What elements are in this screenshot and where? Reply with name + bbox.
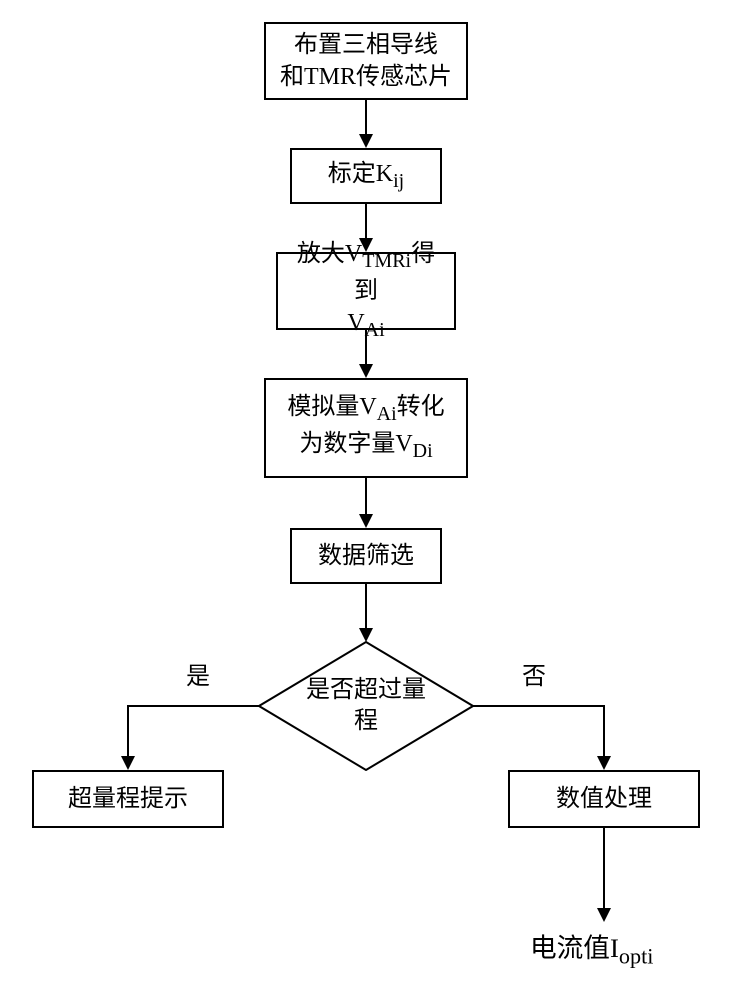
edge-n4-n5-head — [359, 514, 373, 528]
edge-yes-h — [128, 705, 259, 707]
edge-yes-v — [127, 705, 129, 756]
node-label: 放大VTMRi得到VAi — [288, 238, 444, 344]
node-label: 布置三相导线 和TMR传感芯片 — [280, 29, 452, 94]
edge-n7-out-line — [603, 828, 605, 908]
node-label: 模拟量VAi转化为数字量VDi — [287, 391, 444, 465]
edge-n5-d1-head — [359, 628, 373, 642]
decision-over-range: 是否超过量程 — [258, 641, 474, 771]
edge-yes-label: 是 — [186, 656, 210, 691]
node-label: 数值处理 — [556, 783, 652, 815]
edge-no-v — [603, 705, 605, 756]
edge-no-h — [473, 705, 604, 707]
node-over-range-hint: 超量程提示 — [32, 770, 224, 828]
edge-n5-d1-line — [365, 584, 367, 628]
edge-n1-n2-head — [359, 134, 373, 148]
edge-no-label: 否 — [522, 656, 546, 691]
edge-yes-head — [121, 756, 135, 770]
edge-n7-out-head — [597, 908, 611, 922]
node-label: 超量程提示 — [68, 783, 188, 815]
node-data-filter: 数据筛选 — [290, 528, 442, 584]
flowchart-canvas: 布置三相导线 和TMR传感芯片 标定Kij 放大VTMRi得到VAi 模拟量VA… — [0, 0, 731, 1000]
edge-n3-n4-head — [359, 364, 373, 378]
node-label: 数据筛选 — [318, 540, 414, 572]
edge-n2-n3-line — [365, 204, 367, 238]
node-numeric-process: 数值处理 — [508, 770, 700, 828]
node-arrange-wires: 布置三相导线 和TMR传感芯片 — [264, 22, 468, 100]
node-adc-convert: 模拟量VAi转化为数字量VDi — [264, 378, 468, 478]
decision-label: 是否超过量程 — [306, 675, 426, 737]
node-label: 标定Kij — [328, 158, 404, 195]
edge-n1-n2-line — [365, 100, 367, 134]
output-current-value: 电流值Iopti — [530, 926, 653, 969]
node-calibrate-kij: 标定Kij — [290, 148, 442, 204]
edge-n4-n5-line — [365, 478, 367, 514]
node-amplify-vtmri: 放大VTMRi得到VAi — [276, 252, 456, 330]
edge-no-head — [597, 756, 611, 770]
edge-n3-n4-line — [365, 330, 367, 364]
